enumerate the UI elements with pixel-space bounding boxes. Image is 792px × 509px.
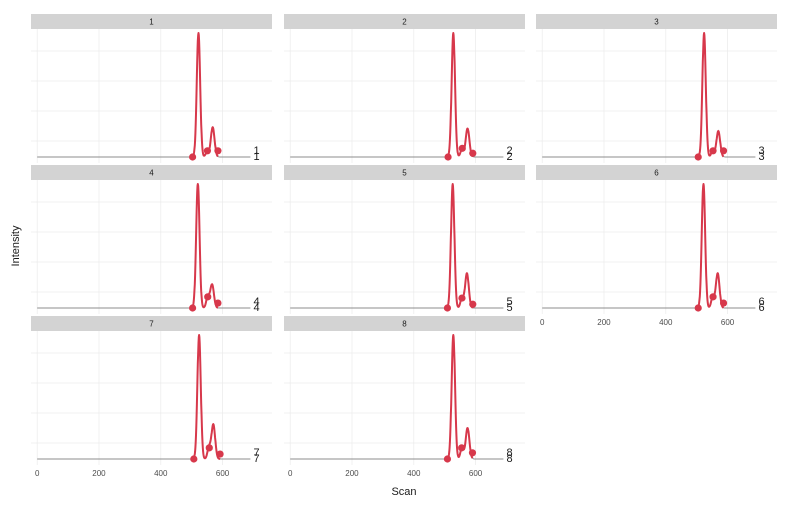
series-end-label: 5 <box>506 302 512 314</box>
series-end-label: 5 <box>506 296 512 308</box>
x-axis-label: Scan <box>391 486 416 498</box>
facet-strip-label: 3 <box>654 18 659 27</box>
series-trace <box>542 183 756 309</box>
facet-strip-label: 1 <box>149 18 154 27</box>
x-tick-label: 200 <box>597 318 611 327</box>
facet-strip <box>536 165 777 180</box>
facet-strip <box>284 165 525 180</box>
peak-point <box>458 144 466 152</box>
peak-point <box>216 450 224 458</box>
series-trace <box>290 32 504 158</box>
highlight-trace <box>191 32 219 158</box>
peak-point <box>190 455 198 463</box>
peak-point <box>694 153 702 161</box>
peak-point <box>469 300 477 308</box>
facet-strip-label: 7 <box>149 320 154 329</box>
facet-strip <box>284 316 525 331</box>
series-end-label: 7 <box>253 453 259 465</box>
series-trace <box>542 34 756 158</box>
y-axis-label: Intensity <box>10 225 22 266</box>
peak-point <box>214 299 222 307</box>
facet-strip-label: 6 <box>654 169 659 178</box>
highlight-trace <box>192 334 221 460</box>
x-tick-label: 400 <box>407 469 421 478</box>
peak-point <box>458 444 466 452</box>
series-trace <box>290 334 504 460</box>
series-end-label: 7 <box>253 447 259 459</box>
highlight-trace <box>191 183 219 309</box>
x-tick-label: 200 <box>345 469 359 478</box>
facet-strip <box>31 14 272 29</box>
highlight-trace <box>446 334 474 460</box>
peak-point <box>709 293 717 301</box>
series-end-label: 8 <box>506 447 512 459</box>
peak-point <box>694 304 702 312</box>
series-end-label: 4 <box>253 302 259 314</box>
peak-point <box>203 147 212 155</box>
x-tick-label: 0 <box>35 469 40 478</box>
facet-strip-label: 4 <box>149 169 154 178</box>
series-end-label: 2 <box>506 151 512 163</box>
facet-strip <box>536 14 777 29</box>
peak-point <box>188 153 197 161</box>
peak-point <box>214 147 222 155</box>
x-tick-label: 0 <box>540 318 545 327</box>
facet-panel: 333 <box>536 14 777 163</box>
facet-panel: 222 <box>284 14 525 163</box>
x-tick-label: 600 <box>216 469 230 478</box>
facet-panel: 444 <box>31 165 272 314</box>
peak-point <box>458 294 466 302</box>
facet-strip-label: 2 <box>402 18 407 27</box>
facet-strip-label: 8 <box>402 320 407 329</box>
series-end-label: 4 <box>253 296 259 308</box>
series-end-label: 2 <box>506 145 512 157</box>
peak-point <box>188 304 197 312</box>
series-trace <box>290 185 504 309</box>
series-end-label: 3 <box>758 151 764 163</box>
facet-strip <box>284 14 525 29</box>
facet-panel: 111 <box>31 14 272 163</box>
series-end-label: 1 <box>253 145 259 157</box>
peak-point <box>204 293 212 301</box>
series-end-label: 6 <box>758 296 764 308</box>
peak-point <box>709 147 717 155</box>
highlight-trace <box>447 32 474 158</box>
highlight-trace <box>697 183 725 309</box>
series-end-label: 8 <box>506 453 512 465</box>
peak-point <box>205 444 213 452</box>
series-trace <box>37 32 251 158</box>
x-tick-label: 0 <box>288 469 293 478</box>
highlight-trace <box>697 32 725 158</box>
facet-strip <box>31 316 272 331</box>
x-tick-label: 600 <box>721 318 735 327</box>
series-end-label: 3 <box>758 145 764 157</box>
x-tick-label: 200 <box>92 469 106 478</box>
peak-point <box>468 449 477 457</box>
highlight-trace <box>446 183 474 309</box>
peak-point <box>443 304 452 312</box>
peak-point <box>719 299 728 307</box>
x-tick-label: 400 <box>659 318 673 327</box>
peak-point <box>444 153 452 161</box>
peak-point <box>469 149 477 157</box>
series-end-label: 1 <box>253 151 259 163</box>
facet-panel: 555 <box>284 165 525 314</box>
series-end-label: 6 <box>758 302 764 314</box>
facet-strip <box>31 165 272 180</box>
facet-strip-label: 5 <box>402 169 407 178</box>
x-tick-label: 400 <box>154 469 168 478</box>
x-tick-label: 600 <box>469 469 483 478</box>
peak-point <box>443 455 452 463</box>
series-trace <box>37 185 251 309</box>
series-trace <box>37 336 251 460</box>
peak-point <box>719 147 728 155</box>
